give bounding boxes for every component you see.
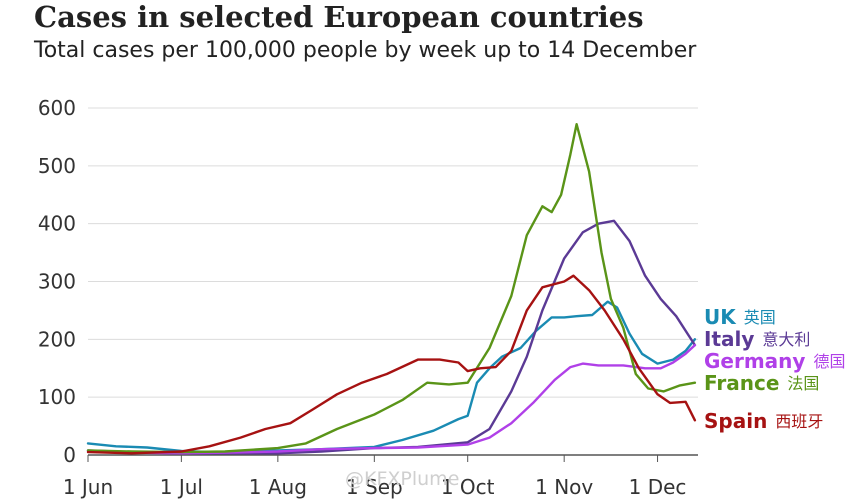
y-tick-label: 0 bbox=[63, 443, 76, 467]
chart-subtitle: Total cases per 100,000 people by week u… bbox=[34, 38, 697, 63]
x-tick-label: 1 Jun bbox=[63, 475, 113, 499]
series-line-france bbox=[86, 123, 697, 454]
series-label-italy: Italy bbox=[704, 327, 754, 351]
x-tick-label: 1 Dec bbox=[629, 475, 687, 499]
series-line-italy bbox=[86, 219, 697, 455]
y-tick-label: 600 bbox=[38, 96, 76, 120]
y-tick-label: 200 bbox=[38, 327, 76, 351]
series-label-cn-uk: 英国 bbox=[744, 308, 776, 327]
series-label-france: France bbox=[704, 371, 779, 395]
series-label-uk: UK bbox=[704, 305, 737, 329]
gridlines bbox=[88, 107, 698, 456]
series-line-spain bbox=[86, 274, 697, 455]
series-line-germany bbox=[86, 343, 697, 455]
x-tick-label: 1 Jul bbox=[160, 475, 203, 499]
y-tick-label: 400 bbox=[38, 212, 76, 236]
series-label-germany: Germany bbox=[704, 349, 805, 373]
y-tick-label: 500 bbox=[38, 154, 76, 178]
x-tick-label: 1 Oct bbox=[441, 475, 495, 499]
watermark: @KFXPlume bbox=[345, 468, 460, 490]
x-axis-ticks: 1 Jun 1 Jul 1 Aug 1 Sep 1 Oct 1 Nov 1 Dec bbox=[63, 455, 687, 499]
series-label-cn-spain: 西班牙 bbox=[775, 412, 823, 431]
y-tick-label: 100 bbox=[38, 385, 76, 409]
series-line-uk bbox=[86, 300, 697, 454]
chart-title: Cases in selected European countries bbox=[34, 0, 644, 34]
series-label-cn-france: 法国 bbox=[787, 374, 819, 393]
y-tick-label: 300 bbox=[38, 270, 76, 294]
series-label-spain: Spain bbox=[704, 409, 767, 433]
series-lines bbox=[86, 123, 697, 455]
y-axis-ticks: 0 100 200 300 400 500 600 bbox=[38, 96, 76, 467]
x-tick-label: 1 Sep bbox=[346, 475, 403, 499]
series-label-cn-germany: 德国 bbox=[813, 352, 845, 371]
x-tick-label: 1 Aug bbox=[249, 475, 307, 499]
x-tick-label: 1 Nov bbox=[535, 475, 593, 499]
series-label-cn-italy: 意大利 bbox=[762, 330, 810, 349]
